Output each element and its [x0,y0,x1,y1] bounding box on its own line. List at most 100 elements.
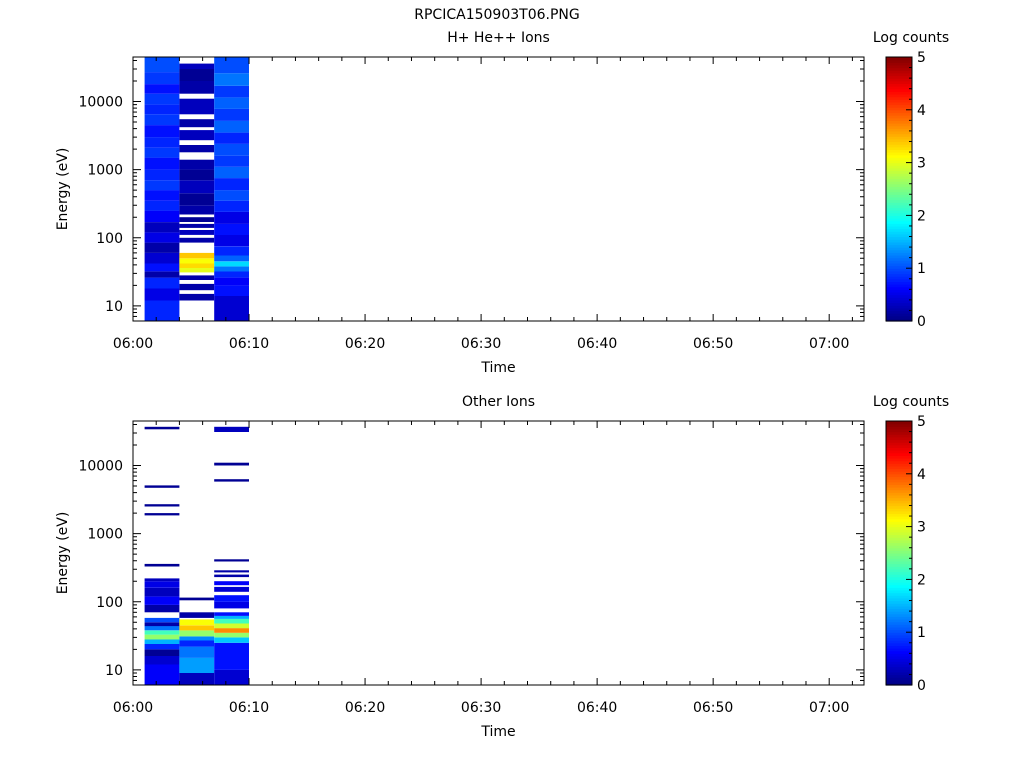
heatmap-cell [144,622,180,627]
colorbar-tick-label: 4 [917,467,926,483]
colorbar-swatch [886,661,912,665]
heatmap-cell [144,300,180,321]
colorbar-swatch [886,423,912,427]
colorbar-swatch [886,555,912,559]
colorbar-swatch [886,603,912,607]
plot-frame [132,56,865,322]
colorbar-swatch [886,194,912,198]
panel-h-he-ions: H+ He++ Ions 06:00 06:10 06:20 06:30 06:40 06:… [55,30,949,376]
heatmap-cell [144,563,180,567]
x-tick-label: 06:40 [577,700,617,716]
heatmap-cell [179,119,215,128]
heatmap-cell [144,656,180,665]
heatmap-cell [179,159,215,170]
heatmap-cell [144,639,180,644]
x-tick-label: 06:20 [345,700,385,716]
colorbar-swatch [886,310,912,314]
heatmap-cell [214,143,249,156]
colorbar-tick-label: 5 [917,50,926,66]
colorbar-swatch [886,582,912,586]
heatmap-cell [144,137,180,148]
colorbar-swatch [886,249,912,253]
colorbar-swatch [886,658,912,662]
x-tick-label: 06:20 [345,336,385,352]
colorbar-swatch [886,284,912,288]
heatmap-cell [214,559,249,562]
heatmap-cell [214,632,249,638]
plot-frame [132,420,865,686]
colorbar-swatch [886,315,912,319]
colorbar-swatch [886,682,912,686]
colorbar-swatch [886,159,912,164]
y-axis-label: Energy (eV) [55,148,71,231]
colorbar-swatch [886,112,912,116]
heatmap-cell [144,626,180,631]
colorbar-swatch [886,196,912,201]
colorbar-swatch [886,648,912,652]
heatmap-cell [179,98,215,115]
heatmap-cell [214,85,249,98]
heatmap-cell [144,485,180,488]
colorbar-frame [885,56,913,322]
colorbar-swatch [886,244,912,248]
colorbar-swatch [886,576,912,580]
colorbar-swatch [886,109,912,114]
colorbar-swatch [886,455,912,459]
heatmap-cell [144,277,180,289]
colorbar-swatch [886,91,912,95]
heatmap-cell [179,630,215,637]
colorbar-swatch [886,231,912,235]
y-tick-label: 100 [96,595,123,611]
heatmap-cell [214,200,249,212]
heatmap-cell [144,630,180,635]
heatmap-cell [144,581,180,588]
colorbar-swatch [886,239,912,243]
heatmap-cell [214,108,249,121]
x-tick-label: 06:10 [229,700,269,716]
colorbar-swatch [886,289,912,293]
colorbar-swatch [886,468,912,472]
colorbar-tick-label: 2 [917,572,926,588]
colorbar-swatch [886,463,912,467]
colorbar-swatch [886,273,912,277]
colorbar-tick-label: 4 [917,103,926,119]
colorbar-swatch [886,484,912,488]
heatmap-cell [214,628,249,633]
x-tick-label: 06:30 [461,336,501,352]
colorbar-swatch [886,120,912,124]
colorbar-swatch [886,286,912,290]
heatmap-cell [214,570,249,573]
heatmap-cell [144,644,180,650]
heatmap-cell [179,81,215,94]
colorbar-swatch [886,144,912,148]
colorbar-swatch [886,199,912,203]
colorbar-swatch [886,494,912,499]
colorbar-swatch [886,57,912,61]
colorbar-swatch [886,64,912,69]
heatmap-cell [179,619,215,626]
colorbar-swatch [886,650,912,654]
heatmap-cell [144,513,180,516]
colorbar-swatch [886,508,912,512]
colorbar-swatch [886,260,912,264]
heatmap-cell [144,587,180,597]
colorbar-swatch [886,270,912,275]
colorbar-swatch [886,421,912,425]
heatmap-cell [214,462,249,466]
heatmap-cell [179,63,215,69]
colorbar-swatch [886,204,912,209]
heatmap-cell [214,637,249,643]
colorbar-swatch [886,101,912,106]
heatmap-cell [179,657,215,673]
x-tick-label: 06:00 [113,336,153,352]
heatmap-cells [144,426,249,685]
heatmap-cell [144,578,180,582]
panel-title: Other Ions [462,394,535,410]
colorbar-swatch [886,637,912,641]
colorbar-swatch [886,563,912,567]
heatmap-cell [214,426,249,432]
colorbar-swatch [886,669,912,673]
colorbar-tick-label: 5 [917,414,926,430]
heatmap-cell [214,669,249,685]
heatmap-cell [144,426,180,430]
